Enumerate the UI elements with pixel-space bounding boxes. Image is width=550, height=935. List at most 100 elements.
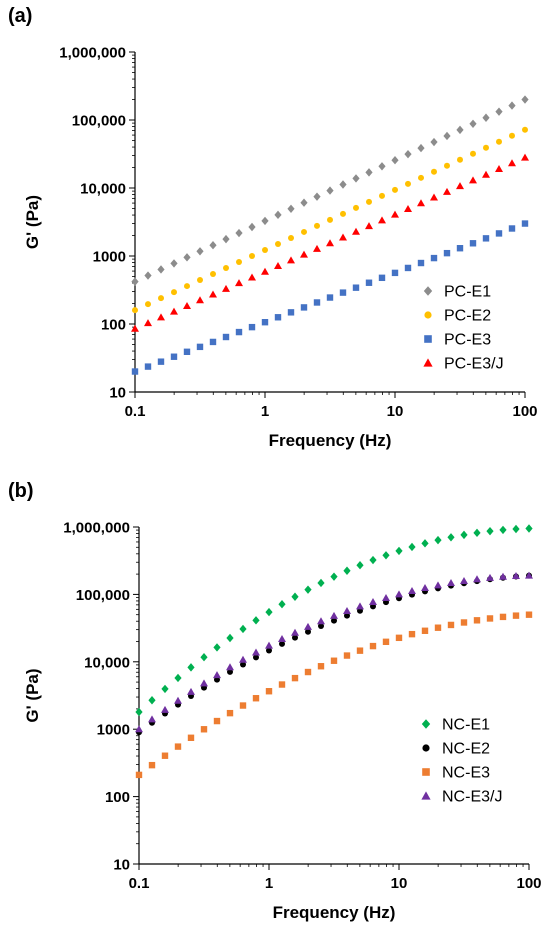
- legend-label: PC-E1: [444, 284, 491, 301]
- data-point: [421, 627, 429, 634]
- data-point: [145, 301, 151, 308]
- data-point: [418, 174, 424, 181]
- data-point: [460, 619, 468, 626]
- data-point: [326, 239, 334, 247]
- data-point: [366, 198, 372, 205]
- data-point: [187, 687, 195, 695]
- data-point: [508, 159, 516, 167]
- x-tick-label: 1: [265, 875, 273, 892]
- data-point: [444, 162, 450, 169]
- data-point: [304, 622, 312, 630]
- data-point: [405, 180, 411, 187]
- data-point: [158, 295, 164, 302]
- data-point: [135, 771, 143, 779]
- data-point: [304, 585, 312, 594]
- data-point: [278, 600, 286, 609]
- series-NC-E2: [136, 572, 532, 736]
- data-point: [317, 663, 325, 670]
- data-point: [144, 319, 152, 327]
- data-point: [213, 717, 221, 725]
- data-point: [170, 259, 178, 268]
- data-point: [460, 576, 468, 584]
- data-point: [209, 338, 217, 346]
- data-point: [525, 524, 533, 533]
- data-point: [196, 247, 204, 256]
- data-point: [313, 192, 321, 201]
- data-point: [404, 204, 412, 212]
- data-point: [288, 234, 294, 241]
- data-point: [183, 301, 191, 309]
- data-point: [292, 634, 298, 641]
- data-point: [460, 530, 468, 540]
- data-point: [508, 101, 516, 110]
- data-point: [300, 304, 308, 311]
- data-point: [421, 584, 429, 592]
- data-point: [275, 240, 281, 247]
- data-point: [161, 752, 169, 759]
- series-PC-E1: [131, 95, 529, 286]
- data-point: [157, 358, 165, 365]
- data-point: [340, 210, 346, 217]
- data-point: [496, 138, 502, 145]
- data-point: [469, 240, 477, 247]
- data-point: [148, 696, 156, 705]
- data-point: [278, 635, 286, 643]
- x-tick-label: 1: [261, 403, 269, 420]
- data-point: [174, 673, 182, 683]
- data-point: [486, 615, 494, 622]
- data-point: [339, 233, 347, 241]
- data-point: [382, 594, 390, 602]
- data-point: [170, 307, 178, 315]
- data-point: [391, 156, 399, 165]
- legend-marker: [422, 744, 430, 752]
- data-point: [261, 216, 269, 226]
- data-point: [521, 95, 529, 104]
- data-point: [330, 611, 338, 619]
- data-point: [326, 186, 334, 195]
- data-point: [365, 222, 373, 230]
- data-point: [408, 542, 416, 552]
- y-axis-title: G' (Pa): [23, 195, 42, 249]
- data-point: [278, 681, 286, 688]
- series-PC-E2: [132, 126, 528, 314]
- y-tick-label: 10,000: [84, 654, 130, 671]
- data-point: [314, 222, 320, 229]
- data-point: [135, 725, 143, 733]
- data-point: [252, 616, 260, 625]
- data-point: [226, 633, 234, 643]
- data-point: [343, 652, 351, 659]
- data-point: [470, 150, 476, 157]
- data-point: [391, 210, 399, 218]
- data-point: [430, 193, 438, 201]
- data-point: [356, 602, 364, 610]
- data-point: [187, 734, 195, 741]
- data-point: [261, 319, 269, 326]
- data-point: [305, 628, 311, 635]
- data-point: [395, 546, 403, 556]
- data-point: [304, 668, 312, 676]
- data-point: [313, 244, 321, 252]
- data-point: [252, 648, 260, 656]
- data-point: [222, 234, 230, 244]
- x-tick-label: 100: [516, 875, 541, 892]
- data-point: [223, 265, 229, 272]
- data-point: [265, 688, 273, 695]
- data-point: [525, 611, 533, 618]
- x-axis-title: Frequency (Hz): [273, 903, 396, 922]
- data-point: [222, 284, 230, 292]
- data-point: [261, 267, 269, 275]
- y-tick-label: 100,000: [72, 113, 126, 130]
- data-point: [456, 182, 464, 190]
- data-point: [209, 241, 217, 250]
- data-point: [184, 283, 190, 290]
- data-point: [382, 638, 390, 646]
- legend-label: NC-E2: [442, 741, 490, 758]
- data-point: [512, 572, 520, 580]
- data-point: [222, 333, 230, 341]
- y-tick-label: 10: [113, 857, 130, 874]
- data-point: [495, 165, 503, 173]
- data-point: [473, 575, 481, 583]
- data-point: [352, 284, 360, 291]
- data-point: [482, 113, 490, 122]
